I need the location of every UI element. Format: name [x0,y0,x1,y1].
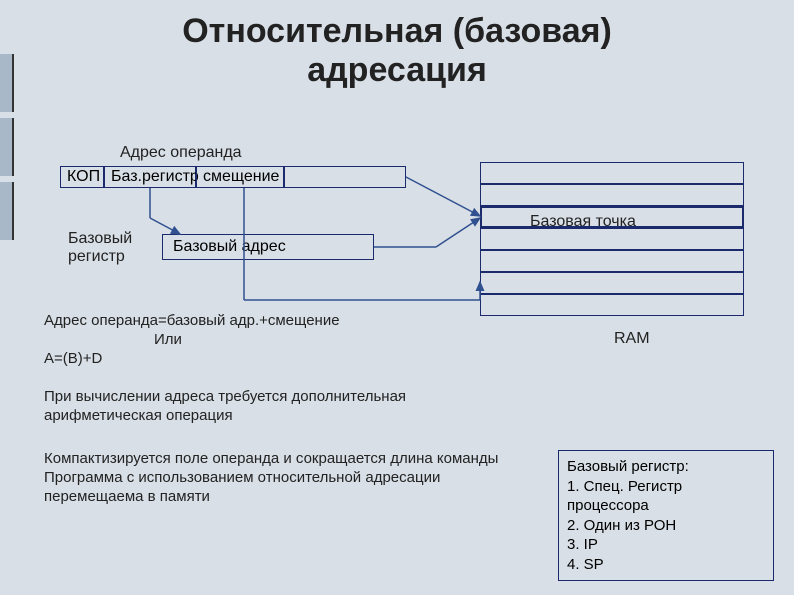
left-tab [0,182,14,240]
ram-row [480,228,744,250]
note-2a: Компактизируется поле операнда и сокраща… [44,450,498,467]
instr-extra-cell [284,166,406,188]
kop-cell: КОП [60,166,104,188]
ram-row [480,184,744,206]
base-address-box: Базовый адрес [162,234,374,260]
kop-text: КОП [67,168,100,186]
title-line2: адресация [307,51,487,89]
baz-reg-text: Баз.регистр [111,168,199,186]
ram-row [480,250,744,272]
ram-row [480,162,744,184]
formula-l2: Или [154,331,182,350]
ram-row [480,272,744,294]
offset-cell: смещение [196,166,284,188]
title-line1: Относительная (базовая) [182,12,612,50]
base-register-label: Базовый регистр [68,230,132,267]
left-tab [0,118,14,176]
reg-list-3: 3. IP [567,536,598,553]
formula-l1: Адрес операнда=базовый адр.+смещение [44,312,340,329]
note-2b: Программа с использованием относительной… [44,469,440,505]
baz-reg-cell: Баз.регистр [104,166,196,188]
base-register-l1: Базовый [68,230,132,247]
base-address-text: Базовый адрес [173,238,286,256]
reg-list-2: 2. Один из РОН [567,517,676,534]
reg-list-4: 4. SP [567,556,604,573]
base-register-l2: регистр [68,248,125,265]
note-2: Компактизируется поле операнда и сокраща… [44,450,524,506]
base-point-label: Базовая точка [530,213,636,231]
formula-block: Адрес операнда=базовый адр.+смещение Или… [44,312,340,368]
reg-list-title: Базовый регистр: [567,458,689,475]
ram-row [480,294,744,316]
ram-label: RAM [614,330,650,348]
note-1: При вычислении адреса требуется дополнит… [44,388,444,426]
offset-text: смещение [203,168,279,186]
operand-address-label: Адрес операнда [120,144,242,162]
formula-l3: A=(B)+D [44,350,102,367]
base-register-list-box: Базовый регистр: 1. Спец. Регистр процес… [558,450,774,581]
reg-list-1: 1. Спец. Регистр процессора [567,478,682,515]
page-title: Относительная (базовая) адресация [0,12,794,90]
